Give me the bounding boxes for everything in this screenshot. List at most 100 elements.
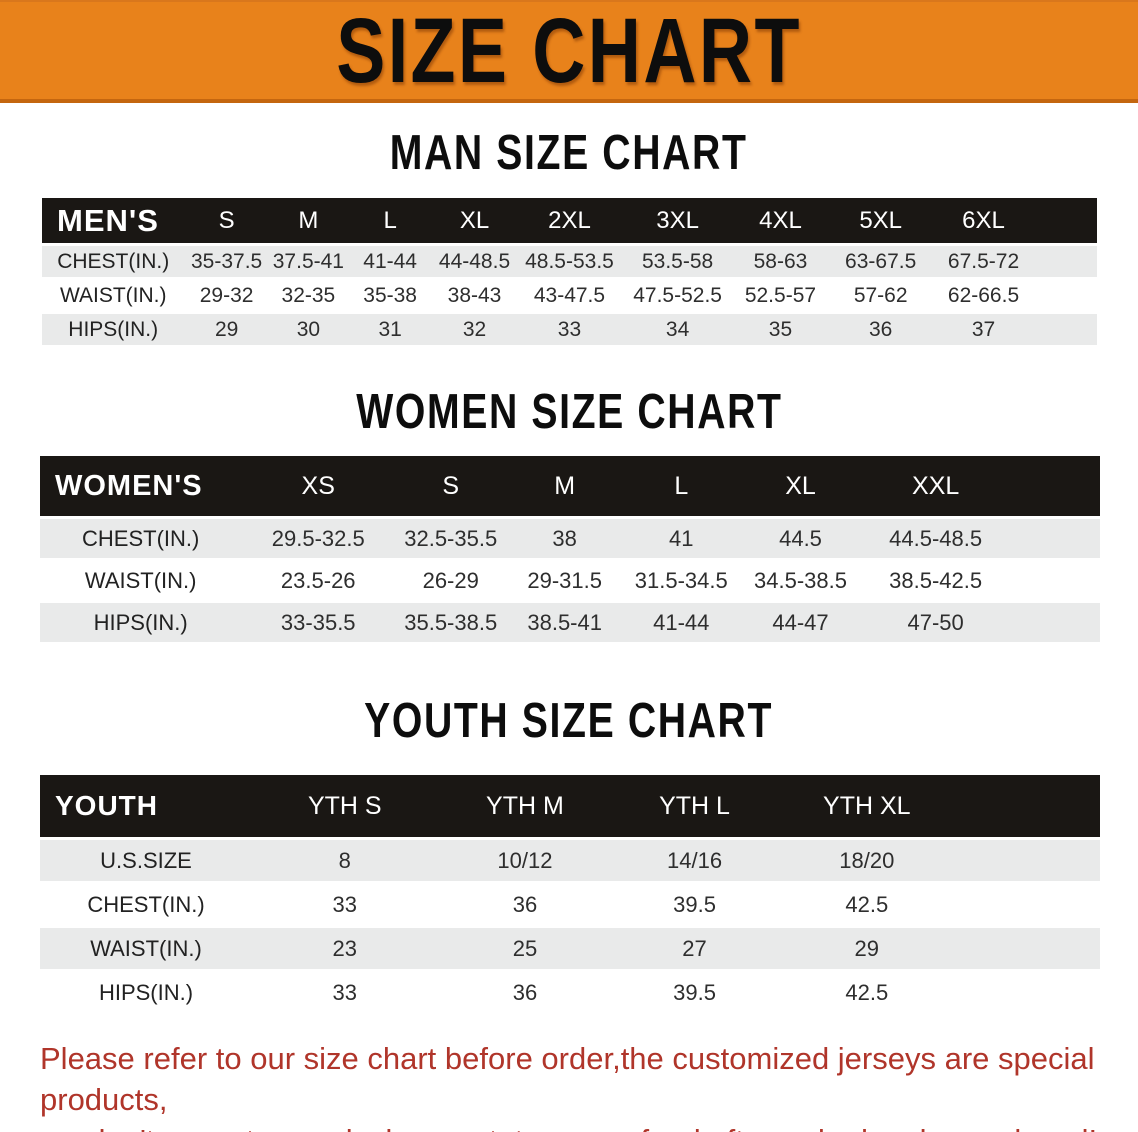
women-size-table: WOMEN'S XS S M L XL XXL CHEST(IN.) 29.5-… — [40, 453, 1100, 645]
size-cell: 30 — [296, 317, 321, 341]
size-cell: 29 — [854, 935, 880, 961]
size-cell: 37.5-41 — [272, 249, 344, 273]
column-header: YTH L — [659, 791, 730, 820]
row-label: WAIST(IN.) — [90, 935, 202, 961]
table-row-hips: HIPS(IN.) 33-35.5 35.5-38.5 38.5-41 41-4… — [40, 603, 1100, 642]
size-cell: 41 — [669, 525, 694, 551]
size-cell: 62-66.5 — [947, 283, 1020, 307]
size-cell: 34.5-38.5 — [754, 567, 847, 593]
column-header: 2XL — [548, 206, 591, 234]
table-row-ussize: U.S.SIZE 8 10/12 14/16 18/20 — [40, 840, 1100, 881]
size-cell: 37 — [971, 317, 996, 341]
column-header: YTH M — [486, 791, 564, 820]
size-cell: 35.5-38.5 — [404, 609, 498, 635]
size-cell: 44.5 — [779, 525, 822, 551]
women-group-label: WOMEN'S — [55, 469, 203, 502]
size-cell: 29-32 — [199, 283, 254, 307]
row-label: U.S.SIZE — [100, 847, 192, 873]
column-header: 6XL — [962, 206, 1005, 234]
size-cell: 38.5-42.5 — [889, 567, 983, 593]
column-header: L — [674, 471, 689, 500]
size-cell: 23.5-26 — [280, 567, 356, 593]
size-cell: 10/12 — [497, 847, 553, 873]
size-cell: 36 — [868, 317, 893, 341]
size-cell: 34 — [665, 317, 690, 341]
cell-filler — [957, 840, 1100, 881]
table-row-waist: WAIST(IN.) 23.5-26 26-29 29-31.5 31.5-34… — [40, 561, 1100, 600]
row-label: HIPS(IN.) — [98, 979, 194, 1005]
row-label: HIPS(IN.) — [93, 609, 188, 635]
cell-filler — [1034, 280, 1097, 311]
size-cell: 44.5-48.5 — [889, 525, 983, 551]
table-row-chest: CHEST(IN.) 35-37.5 37.5-41 41-44 44-48.5… — [42, 246, 1097, 277]
size-cell: 33-35.5 — [280, 609, 356, 635]
row-label: CHEST(IN.) — [87, 891, 205, 917]
size-cell: 39.5 — [673, 979, 716, 1005]
size-cell: 29-31.5 — [527, 567, 602, 593]
size-cell: 47.5-52.5 — [633, 283, 722, 307]
table-row-hips: HIPS(IN.) 33 36 39.5 42.5 — [40, 972, 1100, 1013]
size-cell: 41-44 — [363, 249, 417, 273]
size-cell: 38-43 — [447, 283, 502, 307]
size-cell: 38 — [552, 525, 577, 551]
women-header-row: WOMEN'S XS S M L XL XXL — [40, 456, 1100, 516]
row-label: CHEST(IN.) — [57, 249, 170, 273]
cell-filler — [1034, 314, 1097, 345]
cell-filler — [1010, 603, 1100, 642]
size-cell: 39.5 — [673, 891, 716, 917]
size-cell: 57-62 — [853, 283, 908, 307]
cell-filler — [1010, 561, 1100, 600]
column-header: 5XL — [859, 206, 903, 234]
size-cell: 25 — [512, 935, 538, 961]
size-cell: 36 — [512, 979, 538, 1005]
size-cell: 53.5-58 — [641, 249, 714, 273]
column-header: S — [442, 471, 460, 500]
banner: SIZE CHART — [0, 0, 1138, 103]
cell-filler — [1010, 519, 1100, 558]
women-section-heading: WOMEN SIZE CHART — [355, 385, 783, 439]
size-cell: 36 — [512, 891, 538, 917]
cell-filler — [957, 972, 1100, 1013]
youth-section-heading: YOUTH SIZE CHART — [364, 694, 774, 748]
table-row-waist: WAIST(IN.) 23 25 27 29 — [40, 928, 1100, 969]
cell-filler — [957, 884, 1100, 925]
disclaimer-text: Please refer to our size chart before or… — [40, 1038, 1118, 1132]
men-size-table: MEN'S S M L XL 2XL 3XL 4XL 5XL 6XL CHEST… — [42, 195, 1097, 348]
men-group-label: MEN'S — [57, 202, 159, 238]
size-cell: 32-35 — [281, 283, 336, 307]
size-cell: 32 — [462, 317, 487, 341]
row-label: CHEST(IN.) — [82, 525, 200, 551]
table-row-chest: CHEST(IN.) 33 36 39.5 42.5 — [40, 884, 1100, 925]
size-cell: 35-38 — [363, 283, 417, 307]
column-header: YTH XL — [823, 791, 911, 820]
column-header: M — [554, 471, 576, 500]
men-header-row: MEN'S S M L XL 2XL 3XL 4XL 5XL 6XL — [42, 198, 1097, 243]
table-row-hips: HIPS(IN.) 29 30 31 32 33 34 35 36 37 — [42, 314, 1097, 345]
page-title: SIZE CHART — [336, 0, 802, 102]
size-cell: 27 — [682, 935, 707, 961]
size-cell: 33 — [557, 317, 582, 341]
size-cell: 33 — [332, 891, 357, 917]
size-cell: 35 — [768, 317, 793, 341]
size-cell: 52.5-57 — [744, 283, 817, 307]
size-cell: 8 — [338, 847, 351, 873]
cell-filler — [1034, 246, 1097, 277]
size-cell: 29.5-32.5 — [271, 525, 365, 551]
size-cell: 41-44 — [653, 609, 710, 635]
size-cell: 35-37.5 — [191, 249, 263, 273]
size-cell: 43-47.5 — [533, 283, 606, 307]
header-filler — [1010, 456, 1100, 516]
column-header: XL — [459, 206, 490, 234]
size-cell: 44-48.5 — [438, 249, 511, 273]
column-header: S — [218, 206, 235, 234]
size-cell: 48.5-53.5 — [525, 249, 614, 273]
size-cell: 47-50 — [907, 609, 964, 635]
men-section-heading: MAN SIZE CHART — [390, 126, 748, 180]
size-cell: 31.5-34.5 — [634, 567, 728, 593]
youth-header-row: YOUTH YTH S YTH M YTH L YTH XL — [40, 775, 1100, 837]
size-cell: 32.5-35.5 — [404, 525, 498, 551]
header-filler — [1034, 198, 1097, 243]
disclaimer-line-1: Please refer to our size chart before or… — [40, 1041, 1095, 1117]
size-cell: 38.5-41 — [527, 609, 602, 635]
size-cell: 42.5 — [845, 891, 889, 917]
